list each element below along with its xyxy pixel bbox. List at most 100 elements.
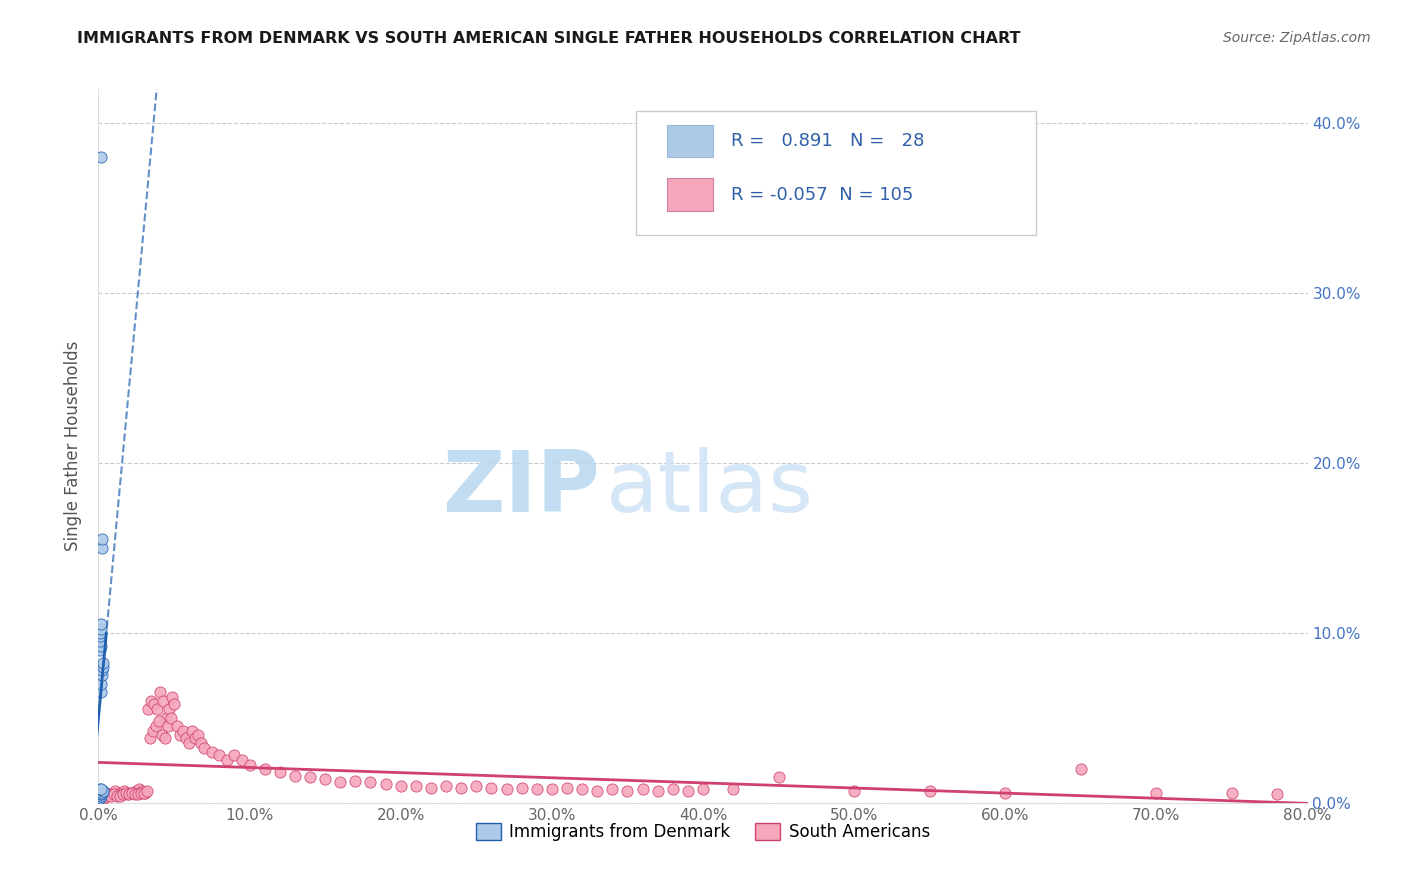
Point [1220, 786, 1243, 800]
Point [169, 728, 191, 742]
Point [111, 787, 134, 801]
Point [146, 702, 169, 716]
Point [555, 780, 578, 795]
Point [190, 736, 212, 750]
Point [90, 787, 112, 801]
Point [156, 719, 179, 733]
Point [90, 541, 112, 555]
Point [112, 784, 135, 798]
Point [179, 736, 201, 750]
Point [174, 731, 197, 746]
Point [135, 784, 157, 798]
Point [96, 789, 118, 803]
Text: R = -0.057  N = 105: R = -0.057 N = 105 [731, 186, 912, 203]
Point [481, 780, 503, 795]
Point [215, 753, 238, 767]
FancyBboxPatch shape [637, 111, 1035, 235]
Point [131, 784, 153, 798]
Point [149, 685, 172, 699]
Point [91, 786, 114, 800]
Point [172, 724, 194, 739]
Point [91, 786, 114, 800]
Point [98, 787, 121, 801]
Point [101, 786, 124, 800]
Point [145, 719, 167, 733]
Point [90, 786, 112, 800]
Point [152, 694, 174, 708]
Point [420, 780, 443, 795]
Point [129, 786, 152, 800]
Point [155, 711, 177, 725]
Point [89, 789, 111, 803]
Point [104, 784, 127, 798]
Point [692, 782, 714, 797]
Point [91, 533, 114, 547]
Point [127, 787, 149, 801]
Point [299, 770, 322, 784]
Point [90, 677, 112, 691]
Point [132, 786, 155, 800]
Point [389, 779, 412, 793]
Point [107, 787, 129, 801]
Point [571, 782, 593, 797]
Point [89, 629, 111, 643]
Point [142, 724, 165, 739]
Point [94, 789, 117, 803]
Point [768, 770, 790, 784]
Bar [666, 125, 713, 157]
Point [114, 786, 136, 800]
Point [616, 784, 638, 798]
Point [90, 790, 112, 805]
Text: R =   0.891   N =   28: R = 0.891 N = 28 [731, 132, 924, 150]
Point [405, 779, 427, 793]
Point [100, 789, 122, 803]
Point [344, 773, 367, 788]
Point [495, 782, 517, 797]
Point [918, 784, 941, 798]
Point [90, 787, 112, 801]
Point [90, 640, 112, 654]
Point [253, 762, 276, 776]
Point [141, 694, 163, 708]
Point [602, 782, 624, 797]
Point [118, 787, 141, 801]
Point [150, 728, 173, 742]
Point [723, 782, 745, 797]
Point [91, 663, 114, 677]
Point [184, 731, 207, 746]
Point [661, 782, 683, 797]
Point [187, 728, 209, 742]
Point [90, 150, 112, 164]
Point [631, 782, 654, 797]
Point [162, 690, 184, 705]
Point [110, 786, 132, 800]
Point [89, 643, 111, 657]
Point [269, 765, 291, 780]
Bar [666, 178, 713, 211]
Point [128, 782, 150, 797]
Text: Source: ZipAtlas.com: Source: ZipAtlas.com [1223, 31, 1371, 45]
Point [1144, 786, 1167, 800]
Point [844, 784, 866, 798]
Point [166, 719, 188, 733]
Point [239, 758, 262, 772]
Point [1070, 762, 1092, 776]
Point [115, 787, 138, 801]
Point [450, 780, 472, 795]
Point [103, 787, 125, 801]
Point [90, 782, 112, 797]
Point [124, 787, 146, 801]
Point [181, 724, 204, 739]
Point [91, 660, 114, 674]
Point [90, 623, 112, 637]
Point [90, 789, 112, 803]
Point [586, 784, 609, 798]
Point [374, 777, 396, 791]
Point [120, 786, 142, 800]
Point [540, 782, 562, 797]
Point [90, 668, 112, 682]
Point [89, 634, 111, 648]
Y-axis label: Single Father Households: Single Father Households [65, 341, 83, 551]
Point [143, 698, 166, 712]
Point [465, 779, 488, 793]
